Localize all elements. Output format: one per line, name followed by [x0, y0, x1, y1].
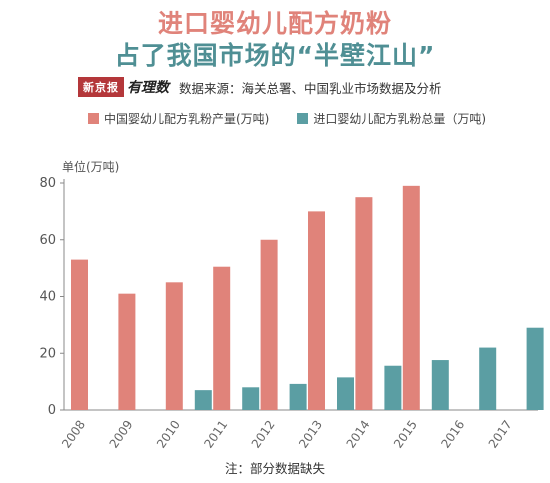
footnote: 注：部分数据缺失	[224, 461, 325, 476]
x-tick-label: 2014	[344, 418, 373, 451]
y-tick-label: 0	[48, 403, 56, 418]
x-tick-label: 2012	[249, 418, 278, 451]
y-tick-label: 60	[39, 233, 56, 248]
bar-domestic-2008	[71, 259, 88, 410]
bar-domestic-2010	[165, 282, 183, 410]
bar-import-2016	[479, 347, 497, 410]
bar-import-2010	[194, 390, 212, 410]
y-tick-label: 40	[39, 290, 56, 305]
logo-script-text: 有理数	[127, 80, 169, 96]
x-tick-label: 2015	[391, 418, 420, 451]
x-tick-label: 2013	[296, 418, 325, 451]
y-axis-unit-label: 单位(万吨)	[62, 160, 120, 174]
legend-label-domestic: 中国婴幼儿配方乳粉产量(万吨)	[104, 112, 270, 126]
bar-domestic-2013	[308, 211, 325, 410]
legend-label-import: 进口婴幼儿配方乳粉总量（万吨)	[313, 112, 487, 126]
legend-item-import: 进口婴幼儿配方乳粉总量（万吨)	[297, 110, 486, 127]
x-tick-label: 2010	[154, 418, 183, 451]
bar-import-2017	[526, 327, 544, 410]
bar-domestic-2011	[213, 266, 231, 410]
legend: 中国婴幼儿配方乳粉产量(万吨) 进口婴幼儿配方乳粉总量（万吨)	[88, 110, 486, 127]
bar-domestic-2012	[260, 239, 278, 410]
legend-item-domestic: 中国婴幼儿配方乳粉产量(万吨)	[88, 110, 269, 127]
chart-title-line1: 进口婴幼儿配方奶粉	[157, 9, 392, 38]
x-tick-label: 2016	[438, 418, 467, 451]
legend-swatch-domestic	[88, 113, 99, 124]
chart-title-line2: 占了我国市场的“半壁江山”	[114, 41, 436, 70]
source-row: 新京报 有理数 数据来源：海关总署、中国乳业市场数据及分析	[78, 76, 442, 98]
bar-import-2012	[289, 383, 307, 410]
y-tick-label: 20	[39, 346, 56, 361]
bar-import-2013	[337, 377, 354, 410]
x-tick-label: 2011	[201, 418, 230, 451]
publisher-logo: 新京报 有理数	[78, 77, 169, 97]
bar-domestic-2014	[355, 197, 373, 410]
data-source: 数据来源：海关总署、中国乳业市场数据及分析	[179, 80, 442, 96]
legend-swatch-import	[297, 113, 309, 124]
bar-domestic-2015	[402, 185, 420, 410]
bar-domestic-2009	[118, 293, 136, 410]
x-tick-label: 2017	[486, 418, 515, 451]
bar-import-2014	[384, 365, 402, 410]
bar-import-2011	[242, 387, 260, 410]
x-tick-label: 2008	[59, 418, 88, 451]
logo-box-text: 新京报	[78, 77, 124, 97]
x-tick-label: 2009	[107, 418, 136, 451]
y-tick-label: 80	[39, 176, 56, 191]
bar-import-2015	[431, 360, 449, 410]
